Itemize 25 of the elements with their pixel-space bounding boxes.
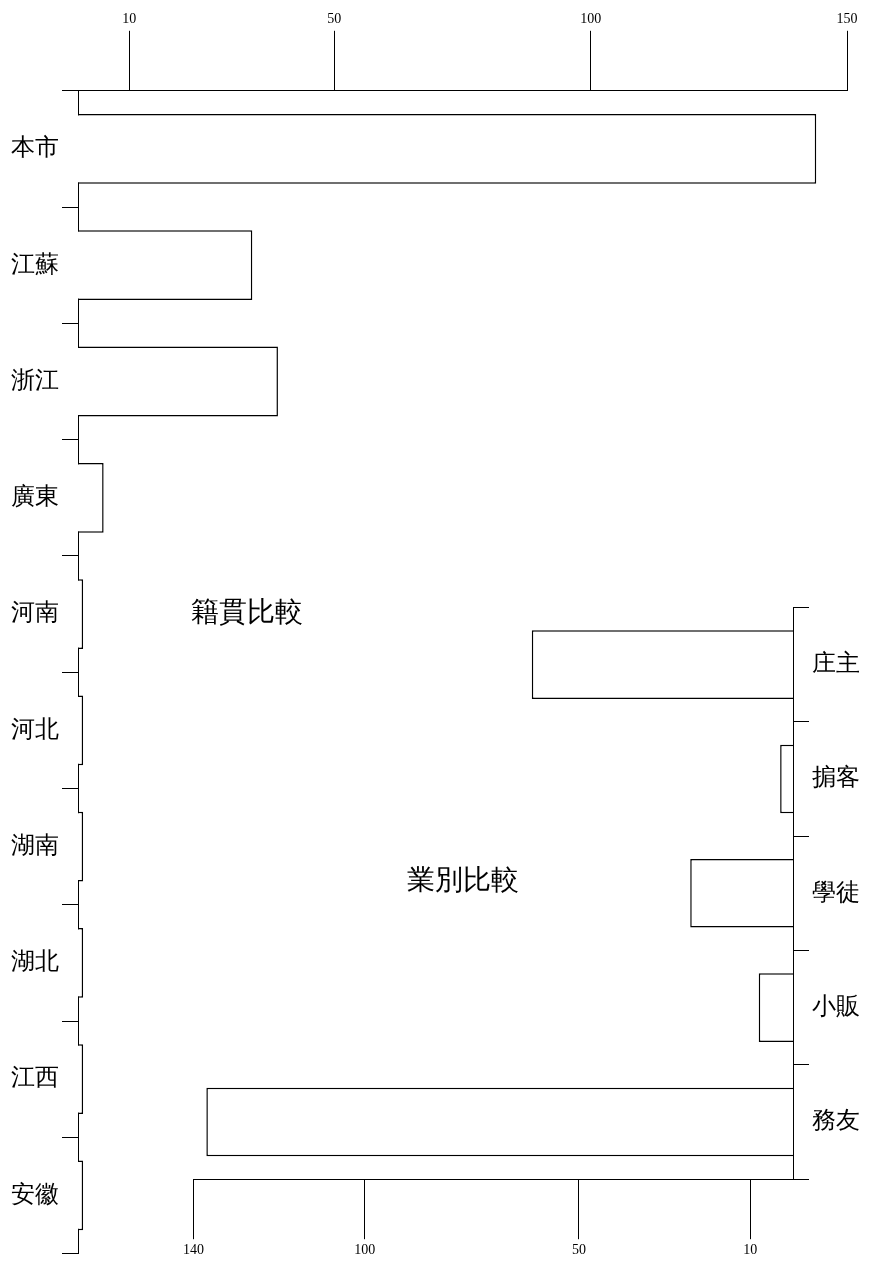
y-tick-label: 湖南 [11, 831, 59, 858]
y-tick-label: 浙江 [11, 366, 59, 393]
y-tick-label: 掮客 [812, 764, 860, 791]
text: 業別比較 [407, 864, 520, 896]
y-tick-label: 庄主 [812, 649, 860, 676]
y-tick-label: 務友 [812, 1107, 860, 1134]
text: 籍貫比較 [191, 596, 304, 628]
x-tick-label: 100 [580, 11, 602, 27]
y-tick-label: 廣東 [11, 483, 59, 510]
y-tick-label: 小販 [812, 992, 860, 1019]
x-tick-label: 50 [327, 11, 342, 27]
y-tick-label: 河南 [11, 599, 59, 626]
x-tick-label: 150 [836, 11, 858, 27]
x-tick-label: 140 [183, 1242, 204, 1258]
y-tick-label: 學徒 [812, 878, 860, 905]
y-tick-label: 江蘇 [11, 250, 59, 277]
y-tick-label: 湖北 [11, 948, 59, 975]
y-tick-label: 本市 [11, 134, 59, 161]
x-tick-label: 10 [122, 11, 137, 27]
x-tick-label: 50 [571, 1242, 586, 1258]
x-tick-label: 100 [354, 1242, 376, 1258]
y-tick-label: 安徽 [11, 1180, 59, 1207]
y-tick-label: 江西 [11, 1064, 59, 1091]
x-tick-label: 10 [743, 1242, 758, 1258]
y-tick-label: 河北 [11, 715, 59, 742]
